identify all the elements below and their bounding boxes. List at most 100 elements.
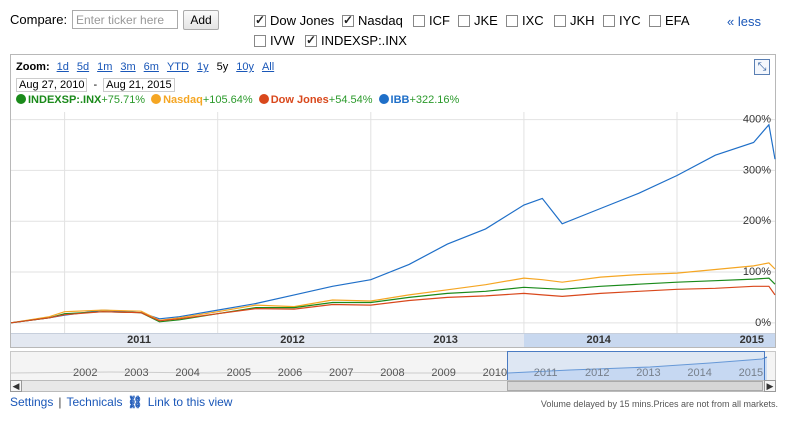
legend-dot-icon [16,94,26,104]
navigator-year: 2010 [482,367,508,379]
legend-dot-icon [378,94,389,104]
navigator-year: 2002 [73,367,98,379]
legend-name: INDEXSP:.INX [28,94,102,106]
compare-checkbox-item[interactable]: Dow Jones [254,13,334,28]
y-tick-label: 100% [743,266,771,278]
zoom-option[interactable]: 1m [97,61,113,73]
compare-checkbox-item[interactable]: JKE [458,13,498,28]
series-line-dow-jones [10,285,776,324]
zoom-option[interactable]: 1d [56,61,69,73]
legend-name: IBB [390,94,410,106]
navigator-year: 2004 [175,367,200,379]
end-date[interactable]: Aug 21, 2015 [103,78,175,92]
checkbox[interactable] [603,14,615,27]
checkbox-label: ICF [429,13,450,28]
technicals-link[interactable]: Technicals [66,395,123,409]
start-date[interactable]: Aug 27, 2010 [16,78,88,92]
zoom-row: Zoom: 1d 5d 1m 3m 6m YTD 1y 5y 10y All [16,61,274,73]
checkbox-label: Dow Jones [270,13,335,28]
navigator-year: 2012 [585,367,610,379]
legend-entry[interactable]: Nasdaq+105.64% [151,94,253,106]
compare-checkbox-item[interactable]: IYC [603,13,641,28]
checkbox-label: INDEXSP:.INX [321,33,407,48]
zoom-option[interactable]: All [261,61,275,73]
y-tick-label: 0% [755,317,771,329]
add-button[interactable]: Add [183,10,219,30]
navigator-year: 2013 [636,367,661,379]
legend-name: Dow Jones [270,94,329,106]
expand-icon[interactable]: ⤡ [754,59,770,75]
less-link[interactable]: « less [727,14,761,29]
legend-entry[interactable]: Dow Jones+54.54% [258,94,373,106]
navigator-year: 2014 [687,367,712,379]
y-tick-label: 300% [743,164,771,176]
year-label: 2012 [280,334,305,346]
legend: INDEXSP:.INX+75.71% Nasdaq+105.64% Dow Jon… [16,94,459,106]
navigator-year: 2003 [124,367,149,379]
navigator-year: 2009 [431,367,456,379]
compare-checkbox-item[interactable]: IVW [254,33,295,48]
scroll-right-icon[interactable]: ▶ [764,380,776,392]
checkbox[interactable] [458,14,470,27]
checkbox-label: IVW [270,33,295,48]
scroll-thumb[interactable] [507,381,763,391]
zoom-option[interactable]: 1y [196,61,209,73]
year-label: 2013 [433,334,458,346]
scroll-left-icon[interactable]: ◀ [10,380,22,392]
checkbox-label: Nasdaq [358,13,403,28]
checkbox-label: EFA [665,13,690,28]
legend-change: +54.54% [328,94,373,106]
compare-checkbox-item[interactable]: IXC [506,13,544,28]
disclaimer: Volume delayed by 15 mins.Prices are not… [540,399,778,409]
checkbox-label: IYC [619,13,641,28]
zoom-option[interactable]: 5d [76,61,90,73]
series-line-indexsp-inx [10,277,776,324]
checkbox[interactable] [342,13,354,27]
legend-entry[interactable]: IBB+322.16% [378,94,459,106]
compare-checkbox-item[interactable]: INDEXSP:.INX [305,33,407,48]
compare-checkbox-item[interactable]: JKH [554,13,595,28]
settings-link[interactable]: Settings [10,395,54,409]
zoom-option[interactable]: 10y [236,61,254,73]
compare-checkbox-item[interactable]: EFA [649,13,690,28]
compare-checkbox-item[interactable]: ICF [413,13,450,28]
compare-checkbox-item[interactable]: Nasdaq [342,13,403,28]
date-sep: - [93,79,98,91]
checkbox[interactable] [554,14,566,27]
ticker-input[interactable] [72,10,178,29]
zoom-option[interactable]: 6m [143,61,159,73]
y-tick-label: 400% [743,114,771,126]
navigator-selection[interactable] [507,351,765,381]
footer-sep: | [58,395,62,409]
link-to-view[interactable]: Link to this view [147,395,233,409]
zoom-option[interactable]: YTD [166,61,189,73]
checkbox-label: JKE [474,13,498,28]
date-range: Aug 27, 2010 - Aug 21, 2015 [16,78,175,92]
link-icon: ⛓ [127,395,143,409]
legend-entry[interactable]: INDEXSP:.INX+75.71% [16,94,145,106]
checkbox[interactable] [254,13,266,27]
series-line-ibb [10,123,776,324]
zoom-option[interactable]: 3m [120,61,136,73]
legend-change: +105.64% [202,94,253,106]
checkbox-label: JKH [570,13,595,28]
y-tick-label: 200% [743,215,771,227]
navigator-svg [10,356,768,381]
navigator-year: 2005 [226,367,252,379]
year-strip-highlight [524,334,775,347]
checkbox[interactable] [305,33,317,47]
year-label: 2015 [739,334,765,346]
series-line-nasdaq [10,262,776,324]
navigator-year: 2008 [380,367,405,379]
zoom-option[interactable]: 5y [216,61,229,73]
compare-label: Compare: [10,12,68,27]
year-label: 2014 [586,334,611,346]
checkbox[interactable] [506,14,518,27]
checkbox[interactable] [649,14,661,27]
checkbox[interactable] [413,14,425,27]
checkbox[interactable] [254,34,266,47]
year-strip: 2011 2012 2013 2014 2015 [11,333,775,347]
legend-dot-icon [151,94,162,104]
checkbox-label: IXC [522,13,544,28]
